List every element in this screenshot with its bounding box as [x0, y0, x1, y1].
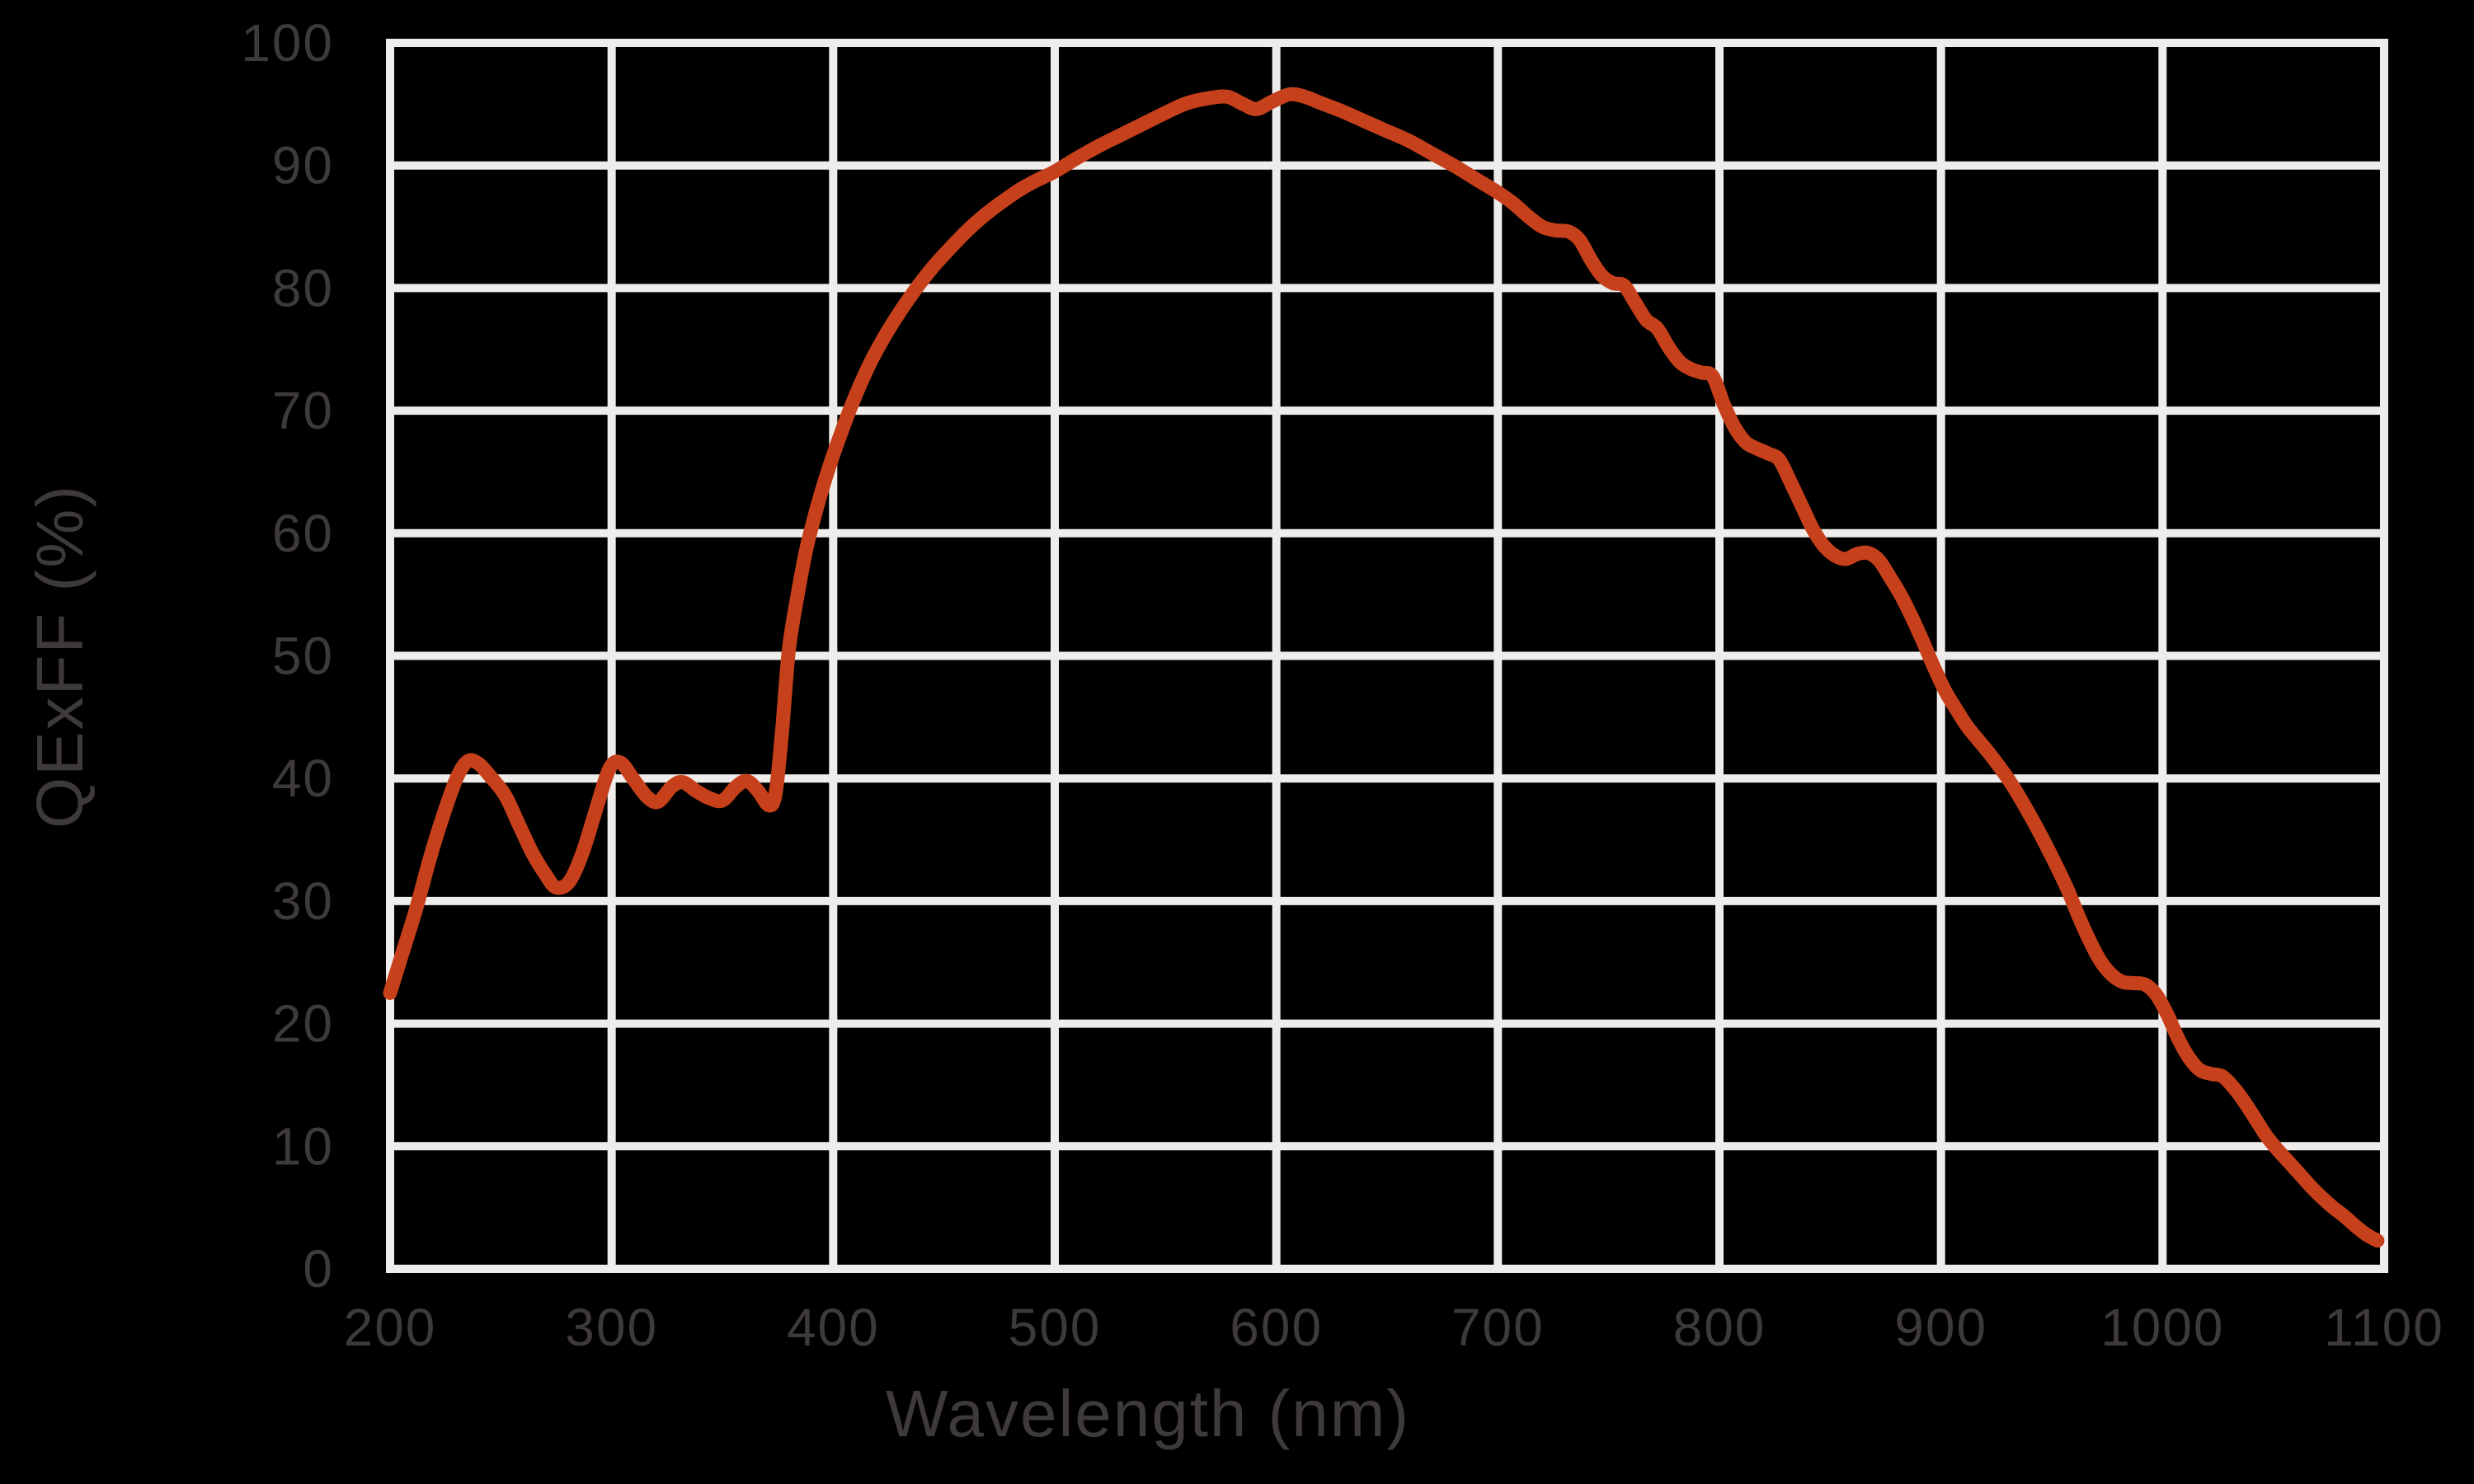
- x-tick-label: 500: [1009, 1298, 1102, 1357]
- y-tick-label: 90: [272, 136, 334, 195]
- y-tick-label: 10: [272, 1116, 334, 1176]
- y-tick-label: 100: [241, 13, 334, 73]
- y-tick-label: 50: [272, 627, 334, 686]
- y-tick-label: 0: [303, 1239, 334, 1298]
- x-tick-labels: 200 300 400 500 600 700 800 900 1000 1100: [344, 1298, 2444, 1357]
- y-tick-label: 30: [272, 871, 334, 931]
- curve-layer: [383, 87, 2385, 1248]
- y-tick-label: 60: [272, 504, 334, 563]
- x-tick-label: 600: [1230, 1298, 1323, 1357]
- x-tick-label: 300: [565, 1298, 658, 1357]
- y-tick-label: 70: [272, 381, 334, 440]
- y-tick-label: 20: [272, 994, 334, 1054]
- y-tick-labels: 0 10 20 30 40 50 60 70 80 90 100: [241, 13, 334, 1298]
- x-axis-title: Wavelength (nm): [886, 1377, 1410, 1450]
- y-axis-title: QExFF (%): [23, 484, 96, 829]
- x-tick-label: 400: [787, 1298, 880, 1357]
- x-tick-label: 1000: [2100, 1298, 2224, 1357]
- gridlines: [386, 39, 2388, 1273]
- y-tick-label: 80: [272, 258, 334, 317]
- x-tick-label: 700: [1451, 1298, 1545, 1357]
- x-tick-label: 900: [1894, 1298, 1987, 1357]
- qe-curve: [383, 87, 2385, 1248]
- y-tick-label: 40: [272, 749, 334, 808]
- x-tick-label: 200: [344, 1298, 437, 1357]
- x-tick-label: 800: [1673, 1298, 1766, 1357]
- x-tick-label: 1100: [2324, 1298, 2444, 1357]
